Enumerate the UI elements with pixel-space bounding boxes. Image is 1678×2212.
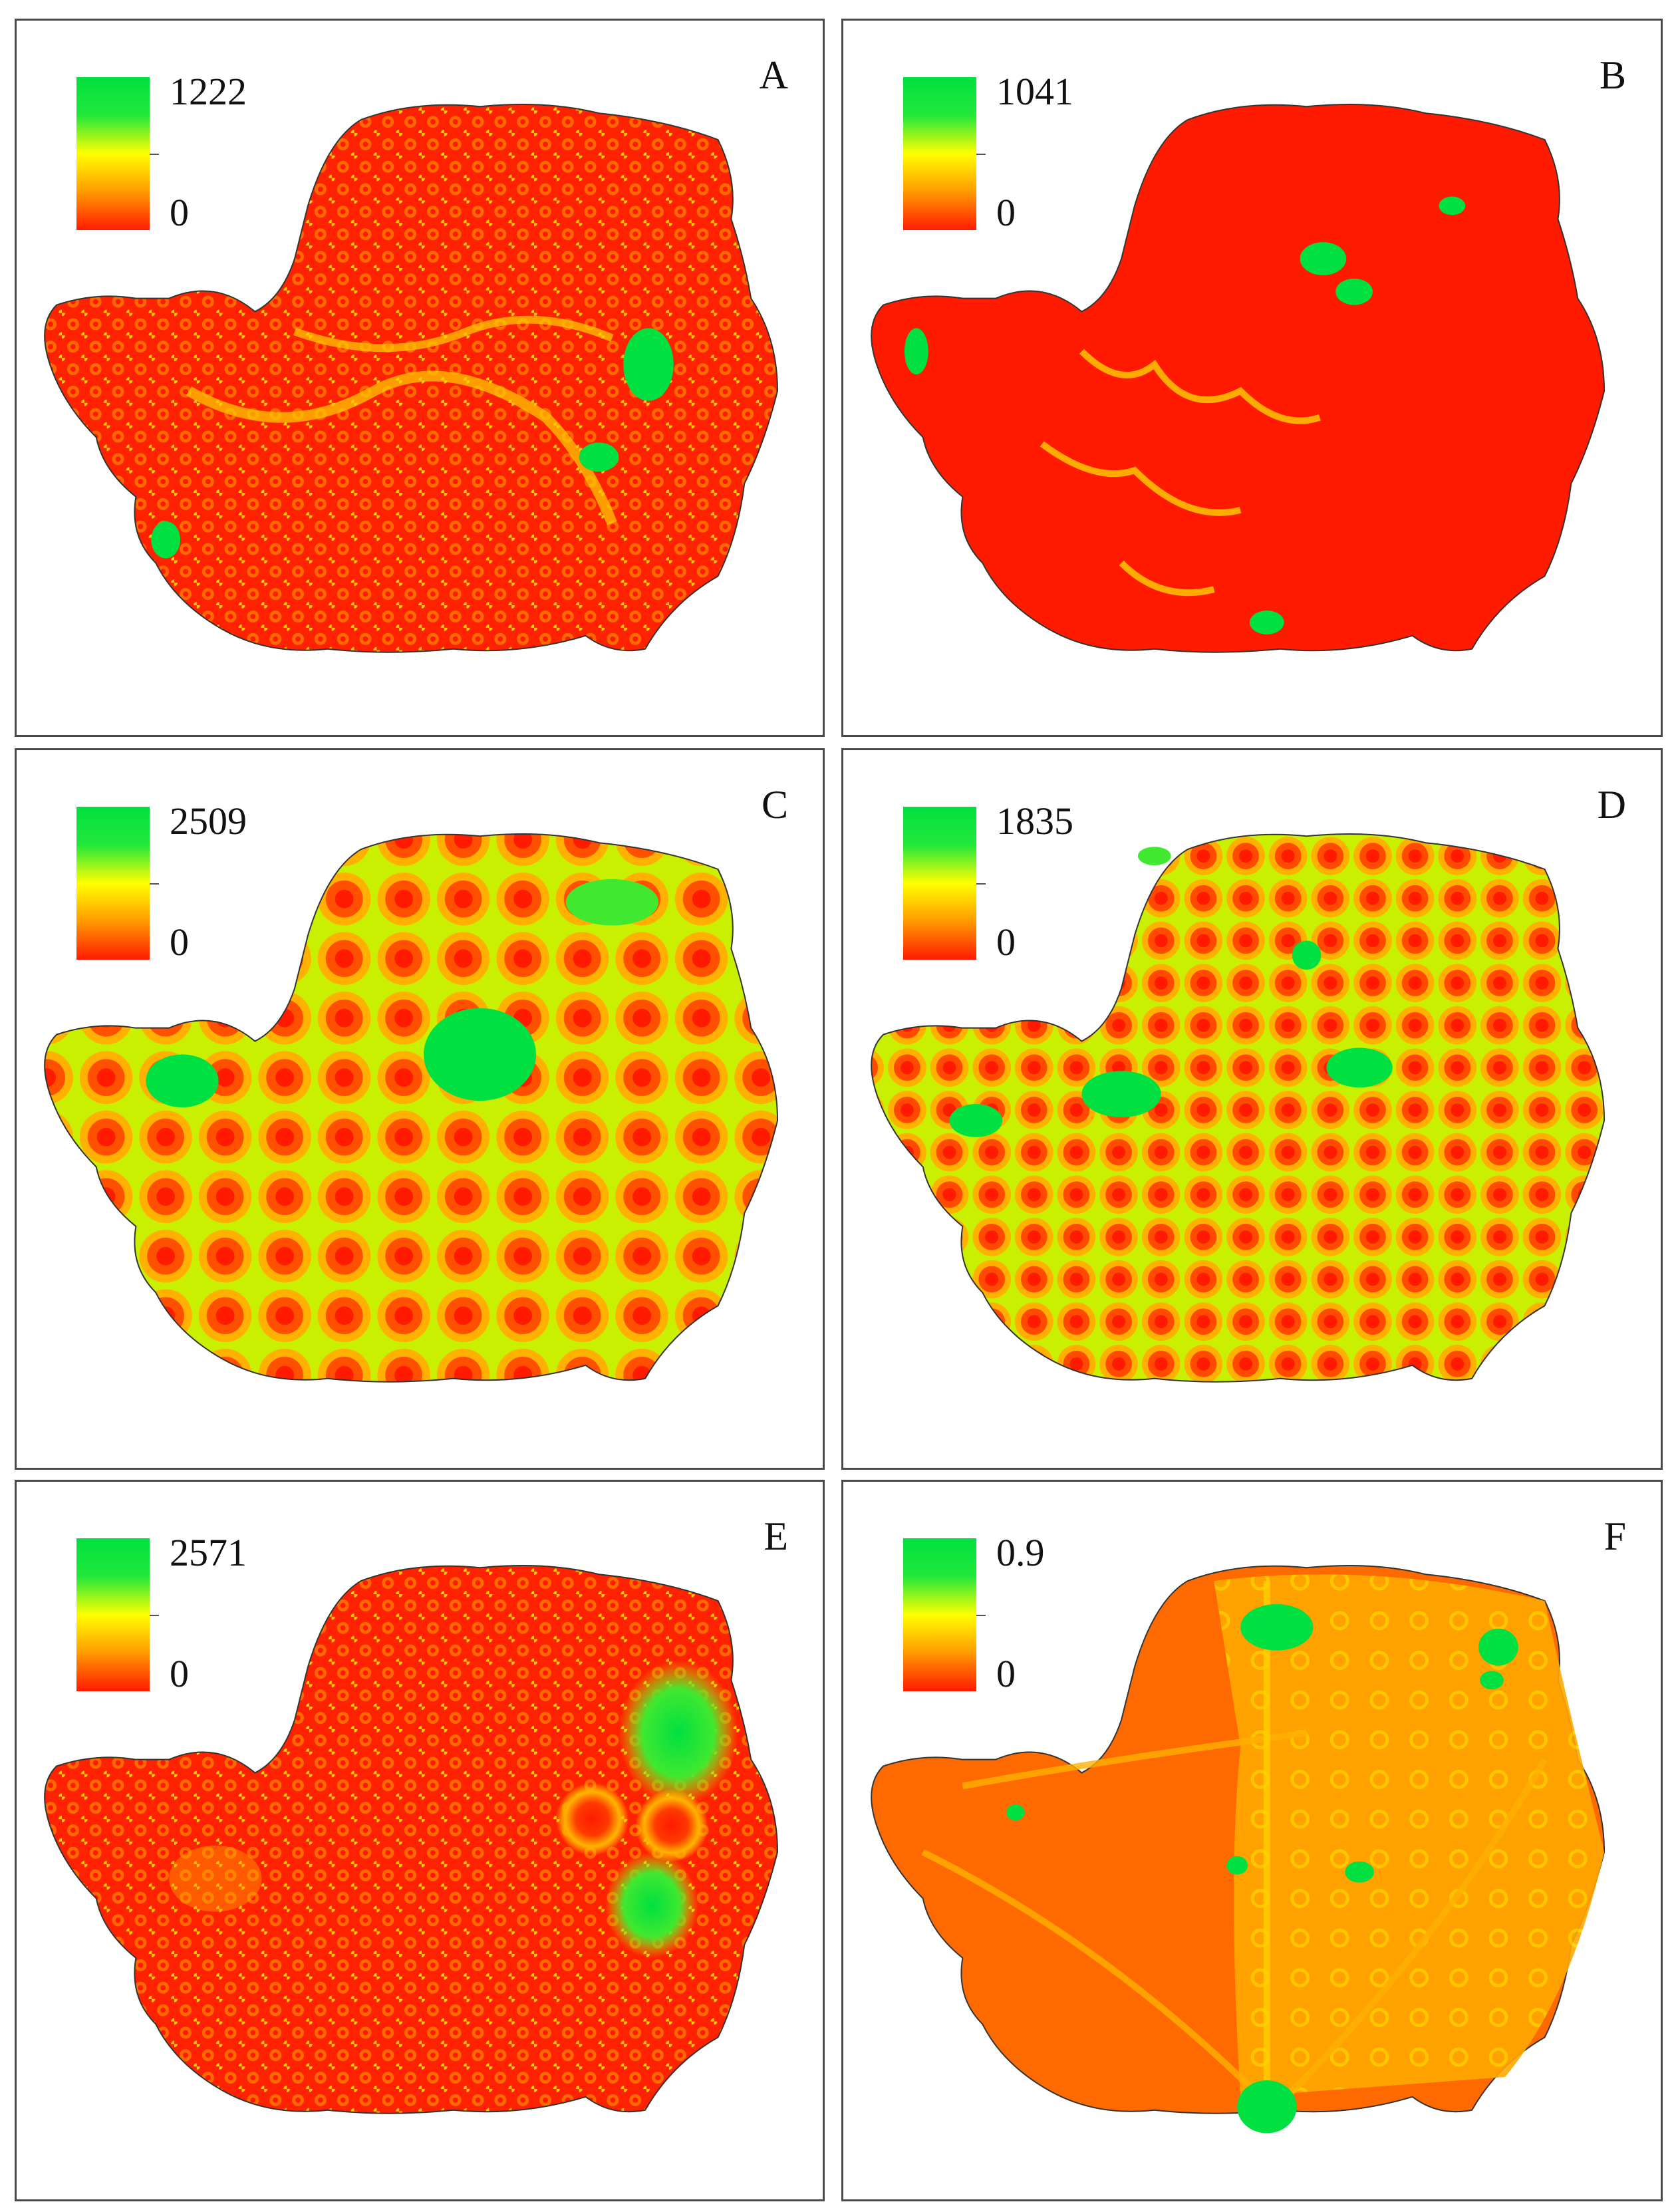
panel-c: 2509 0 C: [15, 748, 825, 1470]
legend-tick-a: [150, 154, 159, 155]
legend-min-d: 0: [996, 920, 1016, 964]
legend-bar-c: [76, 807, 150, 960]
legend-e: 2571 0: [76, 1531, 276, 1698]
legend-bar-f: [903, 1538, 976, 1691]
legend-max-c: 2509: [170, 799, 247, 843]
panel-label-f: F: [1604, 1514, 1626, 1558]
legend-min-b: 0: [996, 191, 1016, 234]
legend-max-b: 1041: [996, 70, 1073, 113]
panel-label-b: B: [1599, 53, 1626, 97]
legend-f: 0.9 0: [903, 1531, 1103, 1698]
legend-c: 2509 0: [76, 799, 276, 966]
map-d: [871, 833, 1606, 1383]
panel-e: 2571 0 E: [15, 1480, 825, 2201]
legend-max-e: 2571: [170, 1531, 247, 1574]
legend-min-e: 0: [170, 1652, 189, 1695]
map-b: [871, 103, 1606, 653]
legend-tick-b: [976, 154, 986, 155]
legend-max-d: 1835: [996, 799, 1073, 843]
legend-bar-e: [76, 1538, 150, 1691]
panel-label-c: C: [761, 783, 788, 827]
legend-max-f: 0.9: [996, 1531, 1045, 1574]
legend-d: 1835 0: [903, 799, 1103, 966]
legend-tick-f: [976, 1615, 986, 1616]
map-f: [871, 1564, 1606, 2134]
panel-f: 0.9 0 F: [841, 1480, 1663, 2201]
panel-label-e: E: [764, 1514, 788, 1558]
panel-b: 1041 0 B: [841, 19, 1663, 737]
legend-bar-d: [903, 807, 976, 960]
legend-min-f: 0: [996, 1652, 1016, 1695]
panel-d: 1835 0 D: [841, 748, 1663, 1470]
map-e: [44, 1564, 779, 2114]
map-c: [44, 833, 779, 1383]
legend-bar-a: [76, 77, 150, 230]
legend-max-a: 1222: [170, 70, 247, 113]
legend-a: 1222 0: [76, 70, 276, 237]
legend-min-c: 0: [170, 920, 189, 964]
legend-min-a: 0: [170, 191, 189, 234]
panel-label-a: A: [759, 53, 788, 97]
panel-label-d: D: [1597, 783, 1626, 827]
legend-tick-e: [150, 1615, 159, 1616]
legend-b: 1041 0: [903, 70, 1103, 237]
legend-tick-d: [976, 883, 986, 885]
map-a: [44, 103, 778, 653]
legend-bar-b: [903, 77, 976, 230]
panel-a: 1222 0 A: [15, 19, 825, 737]
legend-tick-c: [150, 883, 159, 885]
